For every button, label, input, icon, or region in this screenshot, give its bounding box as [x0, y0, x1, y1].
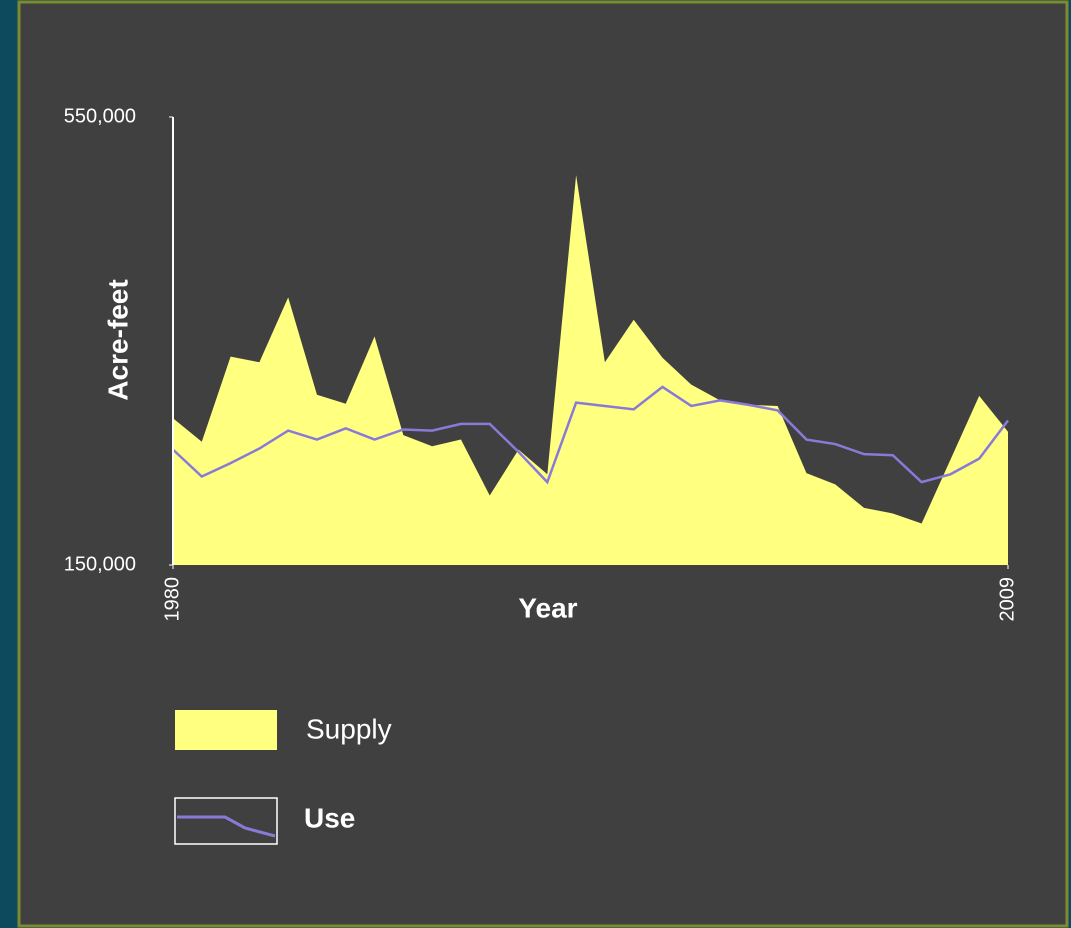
- x-tick-label: 1980: [161, 577, 183, 622]
- legend-swatch-use: [174, 797, 278, 845]
- y-axis-label: Acre-feet: [102, 279, 133, 400]
- supply-area: [173, 175, 1008, 566]
- x-tick-label: 2009: [996, 577, 1018, 622]
- legend-swatch-supply: [175, 710, 277, 750]
- use-line: [172, 385, 1009, 485]
- legend-label: Supply: [306, 713, 392, 744]
- y-tick-label: 150,000: [64, 553, 136, 575]
- legend-label: Use: [304, 802, 355, 833]
- y-tick-label: 550,000: [64, 105, 136, 127]
- legend-line-use: [177, 815, 276, 838]
- x-axis-label: Year: [518, 592, 577, 623]
